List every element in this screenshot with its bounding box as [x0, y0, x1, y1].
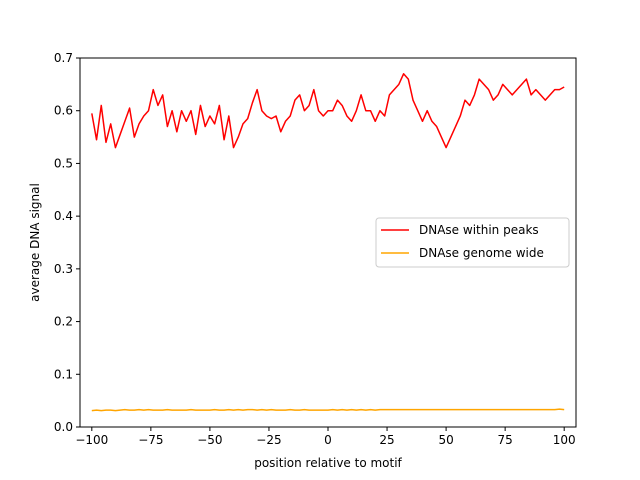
- x-tick-label: −75: [138, 433, 163, 447]
- y-tick-label: 0.7: [54, 51, 73, 65]
- y-tick-label: 0.2: [54, 315, 73, 329]
- series-line-genome-wide: [91, 408, 565, 412]
- x-tick-label: 75: [498, 433, 513, 447]
- y-axis-label: average DNA signal: [28, 183, 42, 302]
- y-axis: 0.0 0.1 0.2 0.3 0.4 0.5 0.6 0.7: [54, 51, 80, 434]
- legend-label-genome-wide: DNAse genome wide: [419, 246, 544, 260]
- legend-label-within-peaks: DNAse within peaks: [419, 223, 539, 237]
- y-tick-label: 0.1: [54, 367, 73, 381]
- series-layer: [91, 73, 565, 412]
- x-tick-label: 25: [379, 433, 394, 447]
- y-tick-label: 0.4: [54, 209, 73, 223]
- y-tick-label: 0.0: [54, 420, 73, 434]
- x-tick-label: 0: [324, 433, 332, 447]
- x-tick-label: −100: [75, 433, 108, 447]
- x-tick-label: −50: [197, 433, 222, 447]
- x-tick-label: 100: [553, 433, 576, 447]
- y-tick-label: 0.3: [54, 262, 73, 276]
- y-tick-label: 0.6: [54, 104, 73, 118]
- series-line-within-peaks: [91, 73, 565, 149]
- y-tick-label: 0.5: [54, 156, 73, 170]
- x-tick-label: 50: [438, 433, 453, 447]
- x-tick-label: −25: [256, 433, 281, 447]
- legend-box: [375, 217, 570, 268]
- legend: DNAse within peaks DNAse genome wide: [375, 217, 570, 268]
- x-axis-label: position relative to motif: [254, 456, 402, 470]
- x-axis: −100 −75 −50 −25 0 25 50 75 100: [75, 427, 576, 447]
